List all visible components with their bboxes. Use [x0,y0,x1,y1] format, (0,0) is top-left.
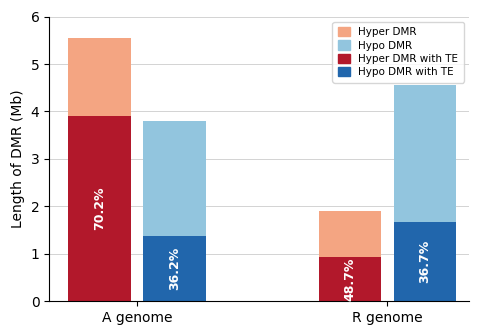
Bar [68,116,131,301]
Legend: Hyper DMR, Hypo DMR, Hyper DMR with TE, Hypo DMR with TE: Hyper DMR, Hypo DMR, Hyper DMR with TE, … [333,22,464,83]
Bar [68,38,131,116]
Bar [143,121,206,236]
Bar [143,236,206,301]
Bar [319,257,381,301]
Bar [319,211,381,257]
Text: 36.2%: 36.2% [168,247,181,290]
Bar [394,222,456,301]
Y-axis label: Length of DMR (Mb): Length of DMR (Mb) [11,90,25,228]
Text: 36.7%: 36.7% [419,240,432,283]
Bar [394,85,456,222]
Text: 70.2%: 70.2% [93,187,106,230]
Text: 48.7%: 48.7% [343,257,356,301]
